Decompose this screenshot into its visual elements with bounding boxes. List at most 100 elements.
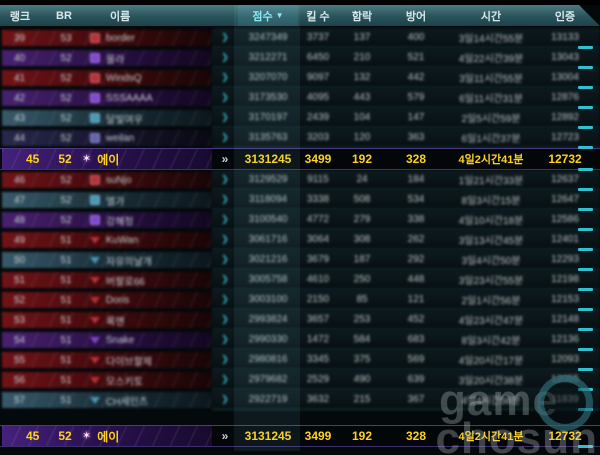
expand-chevron-icon[interactable]: » bbox=[221, 152, 229, 166]
player-banner: 53 51 록맨 bbox=[2, 312, 212, 328]
table-row[interactable]: 39 53 border ❯ 3247349 3737 137 400 3일14… bbox=[0, 28, 600, 49]
expand-chevron-icon[interactable]: ❯ bbox=[221, 174, 229, 184]
stats-cells: ❯ 3247349 3737 137 400 3일14시간55분 13133 bbox=[212, 28, 600, 48]
time-cell: 6일11시간31분 bbox=[459, 94, 523, 105]
expand-chevron-icon[interactable]: ❯ bbox=[221, 234, 229, 244]
time-cell: 2일5시간59분 bbox=[461, 114, 521, 125]
column-header-kills[interactable]: 킬 수 bbox=[298, 8, 338, 24]
capture-cell: 137 bbox=[353, 32, 371, 43]
table-row[interactable]: 50 51 자유의날개 ❯ 3021216 3679 187 292 3일4시간… bbox=[0, 250, 600, 271]
table-row[interactable]: 46 52 suNjo ❯ 3129529 9115 24 184 1일21시간… bbox=[0, 170, 600, 191]
expand-chevron-icon[interactable]: ❯ bbox=[221, 334, 229, 344]
table-row[interactable]: 53 51 록맨 ❯ 2993824 3657 253 452 4일23시간47… bbox=[0, 310, 600, 331]
expand-chevron-icon[interactable]: ❯ bbox=[221, 314, 229, 324]
expand-chevron-icon[interactable]: ❯ bbox=[221, 254, 229, 264]
row-dash-icon bbox=[578, 168, 593, 171]
time-cell: 4일4시간58분 bbox=[461, 396, 521, 407]
cert-cell: 12586 bbox=[551, 214, 579, 225]
time-cell: 3일20시간38분 bbox=[458, 376, 524, 387]
column-header-rank[interactable]: 랭크 bbox=[0, 8, 40, 24]
expand-chevron-icon[interactable]: ❯ bbox=[221, 394, 229, 404]
column-header-cert[interactable]: 인증 bbox=[536, 8, 594, 24]
player-name: 엘가 bbox=[106, 196, 125, 208]
cert-cell: 12093 bbox=[551, 354, 579, 365]
defense-cell: 521 bbox=[407, 52, 425, 63]
player-banner: 45 52 ✶ 에이 bbox=[2, 426, 212, 446]
table-row[interactable]: 51 51 버팔로66 ❯ 3005758 4610 250 448 3일23시… bbox=[0, 270, 600, 291]
stats-cells: ❯ 3212271 6450 210 521 4일22시간39분 13043 bbox=[212, 48, 600, 68]
expand-chevron-icon[interactable]: ❯ bbox=[221, 294, 229, 304]
capture-cell: 120 bbox=[353, 132, 371, 143]
stats-cells: ❯ 3021216 3679 187 292 3일4시간50분 12293 bbox=[212, 250, 600, 270]
stats-cells: ❯ 2993824 3657 253 452 4일23시간47분 12148 bbox=[212, 310, 600, 330]
kills-cell: 4095 bbox=[306, 92, 330, 103]
expand-chevron-icon[interactable]: ❯ bbox=[221, 374, 229, 384]
expand-chevron-icon[interactable]: ❯ bbox=[221, 72, 229, 82]
table-row[interactable]: 57 51 CH세인츠 ❯ 2922719 3632 215 367 4일4시간… bbox=[0, 390, 600, 411]
table-row[interactable]: 40 52 몰라 ❯ 3212271 6450 210 521 4일22시간39… bbox=[0, 48, 600, 69]
stats-cells: ❯ 2922719 3632 215 367 4일4시간58분 11839 bbox=[212, 390, 600, 410]
table-row[interactable]: 49 51 KuWan ❯ 3061716 3064 308 262 3일13시… bbox=[0, 230, 600, 251]
column-header-name[interactable]: 이름 bbox=[88, 8, 212, 24]
column-header-time[interactable]: 시간 bbox=[446, 8, 536, 24]
time-cell: 8일3시간15분 bbox=[461, 196, 521, 207]
time-cell: 3일14시간55분 bbox=[458, 34, 524, 45]
table-row[interactable]: 54 51 Snake ❯ 2990330 1472 584 683 8일3시간… bbox=[0, 330, 600, 351]
capture-cell: 24 bbox=[356, 174, 368, 185]
table-row[interactable]: 42 52 SSSAAAA ❯ 3173530 4095 443 579 6일1… bbox=[0, 88, 600, 109]
table-row[interactable]: 45 52 ✶ 에이 » 3131245 3499 192 328 4일2시간4… bbox=[0, 148, 600, 171]
rank-cell: 55 bbox=[14, 354, 26, 366]
expand-chevron-icon[interactable]: ❯ bbox=[221, 214, 229, 224]
kills-cell: 6450 bbox=[306, 52, 330, 63]
time-cell: 3일4시간50분 bbox=[461, 256, 521, 267]
cert-cell: 12153 bbox=[551, 294, 579, 305]
column-header-capture[interactable]: 함락 bbox=[338, 8, 386, 24]
defense-cell: 534 bbox=[407, 194, 425, 205]
rank-cell: 42 bbox=[14, 92, 26, 104]
row-dash-icon bbox=[578, 126, 593, 129]
stats-cells: ❯ 3129529 9115 24 184 1일21시간33분 12637 bbox=[212, 170, 600, 190]
expand-chevron-icon[interactable]: ❯ bbox=[221, 92, 229, 102]
cert-cell: 11839 bbox=[551, 394, 579, 405]
tier-badge-icon bbox=[90, 256, 100, 264]
cert-cell: 12892 bbox=[551, 112, 579, 123]
expand-chevron-icon[interactable]: ❯ bbox=[221, 132, 229, 142]
table-row[interactable]: 43 52 달빛여우 ❯ 3170197 2439 104 147 2일5시간5… bbox=[0, 108, 600, 129]
player-name: 모스키토 bbox=[106, 376, 143, 388]
stats-cells: ❯ 3135763 3203 120 363 6일1시간37분 12723 bbox=[212, 128, 600, 148]
table-row[interactable]: 45 52 ✶ 에이 » 3131245 3499 192 328 4일2시간4… bbox=[0, 425, 600, 448]
expand-chevron-icon[interactable]: ❯ bbox=[221, 354, 229, 364]
table-row[interactable]: 47 52 엘가 ❯ 3118094 3338 508 534 8일3시간15분… bbox=[0, 190, 600, 211]
expand-chevron-icon[interactable]: ❯ bbox=[221, 32, 229, 42]
score-cell: 3118094 bbox=[248, 194, 288, 205]
column-header-br[interactable]: BR bbox=[40, 10, 88, 22]
cert-cell: 12732 bbox=[548, 429, 582, 443]
player-name: suNjo bbox=[106, 174, 132, 186]
table-row[interactable]: 55 51 다이브할제 ❯ 2980816 3345 375 569 4일20시… bbox=[0, 350, 600, 371]
column-header-label: 방어 bbox=[405, 10, 427, 23]
player-banner: 51 51 버팔로66 bbox=[2, 272, 212, 288]
table-row[interactable]: 56 51 모스키토 ❯ 2979682 2529 490 639 3일20시간… bbox=[0, 370, 600, 391]
tier-badge-icon bbox=[90, 276, 100, 284]
column-header-score[interactable]: 점수 ▼ bbox=[238, 5, 298, 26]
player-banner: 57 51 CH세인츠 bbox=[2, 392, 212, 408]
player-banner: 49 51 KuWan bbox=[2, 232, 212, 248]
player-banner: 41 52 WindsQ bbox=[2, 70, 212, 86]
tier-badge-icon bbox=[90, 33, 100, 43]
player-name: WindsQ bbox=[106, 72, 142, 84]
tier-badge-icon bbox=[90, 175, 100, 185]
table-row[interactable]: 44 52 weilan ❯ 3135763 3203 120 363 6일1시… bbox=[0, 128, 600, 149]
expand-chevron-icon[interactable]: ❯ bbox=[221, 52, 229, 62]
column-header-defense[interactable]: 방어 bbox=[386, 8, 446, 24]
expand-chevron-icon[interactable]: » bbox=[221, 429, 229, 443]
stats-cells: ❯ 2980816 3345 375 569 4일20시간17분 12093 bbox=[212, 350, 600, 370]
table-row[interactable]: 52 51 Doris ❯ 3003100 2150 85 121 2일1시간5… bbox=[0, 290, 600, 311]
capture-cell: 253 bbox=[353, 314, 371, 325]
defense-cell: 338 bbox=[407, 214, 425, 225]
kills-cell: 3345 bbox=[306, 354, 330, 365]
expand-chevron-icon[interactable]: ❯ bbox=[221, 194, 229, 204]
expand-chevron-icon[interactable]: ❯ bbox=[221, 274, 229, 284]
table-row[interactable]: 48 52 강혜정 ❯ 3100540 4772 279 338 4일10시간1… bbox=[0, 210, 600, 231]
expand-chevron-icon[interactable]: ❯ bbox=[221, 112, 229, 122]
table-row[interactable]: 41 52 WindsQ ❯ 3207070 9097 132 442 3일11… bbox=[0, 68, 600, 89]
